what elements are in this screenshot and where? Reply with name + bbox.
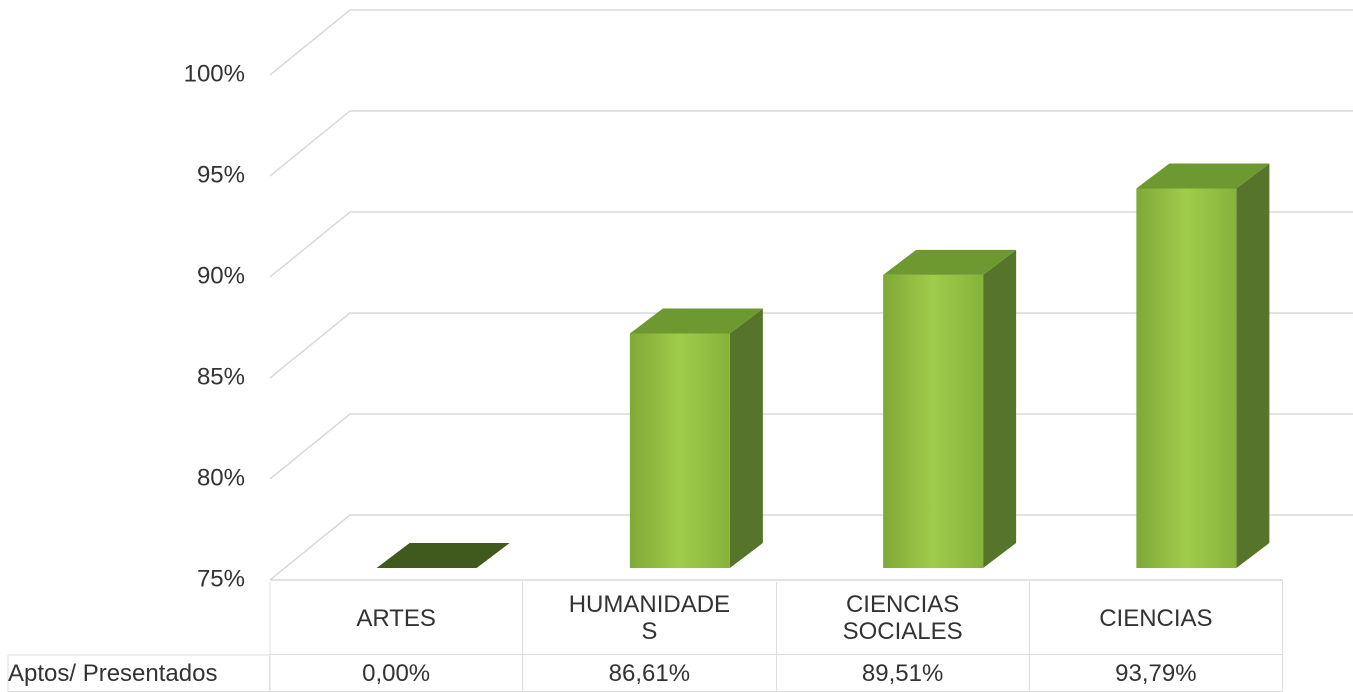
bar — [1136, 163, 1270, 568]
cell-text: ARTES — [356, 604, 436, 632]
cell-text: 89,51% — [861, 659, 944, 687]
cell-text: Aptos/ Presentados — [8, 659, 218, 687]
y-tick-label: 100% — [184, 60, 245, 87]
bar — [376, 543, 510, 568]
x-tick-label: HUMANIDADE S — [523, 582, 777, 655]
bar-front — [629, 333, 730, 568]
cell-text: 0,00% — [362, 659, 431, 687]
bar-top — [1136, 163, 1270, 189]
x-tick-label: CIENCIAS SOCIALES — [776, 582, 1030, 655]
bar-top — [883, 249, 1017, 275]
grid-line — [269, 413, 1353, 480]
bar-side — [1236, 163, 1270, 568]
bar-side — [729, 308, 763, 568]
value-label: 86,61% — [523, 655, 777, 692]
grid-line — [269, 312, 1353, 379]
grid-line — [269, 110, 1353, 177]
grid-line — [269, 514, 1353, 581]
cell-text: HUMANIDADE S — [568, 591, 731, 645]
value-label: 93,79% — [1029, 655, 1283, 692]
y-tick-label: 85% — [197, 363, 245, 390]
grid-line — [269, 9, 1353, 76]
cell-text: 93,79% — [1115, 659, 1197, 687]
y-tick-label: 90% — [197, 262, 245, 289]
cell-text: CIENCIAS SOCIALES — [842, 591, 963, 645]
x-tick-label: ARTES — [270, 582, 524, 655]
bar-top — [376, 543, 510, 568]
value-label: 0,00% — [270, 655, 524, 692]
bar-front — [1136, 188, 1237, 568]
legend-label: Aptos/ Presentados — [8, 655, 270, 692]
bar-front — [883, 274, 984, 568]
y-tick-label: 75% — [197, 565, 245, 592]
bar — [629, 308, 763, 568]
cell-text: 86,61% — [608, 659, 691, 687]
value-label: 89,51% — [776, 655, 1030, 692]
bar-top — [629, 308, 763, 334]
grid-line — [269, 211, 1353, 278]
bar — [883, 249, 1017, 568]
y-tick-label: 80% — [197, 464, 245, 491]
cell-text: CIENCIAS — [1099, 604, 1213, 632]
y-tick-label: 95% — [197, 161, 245, 188]
x-tick-label: CIENCIAS — [1029, 582, 1283, 655]
bar-side — [983, 249, 1017, 568]
